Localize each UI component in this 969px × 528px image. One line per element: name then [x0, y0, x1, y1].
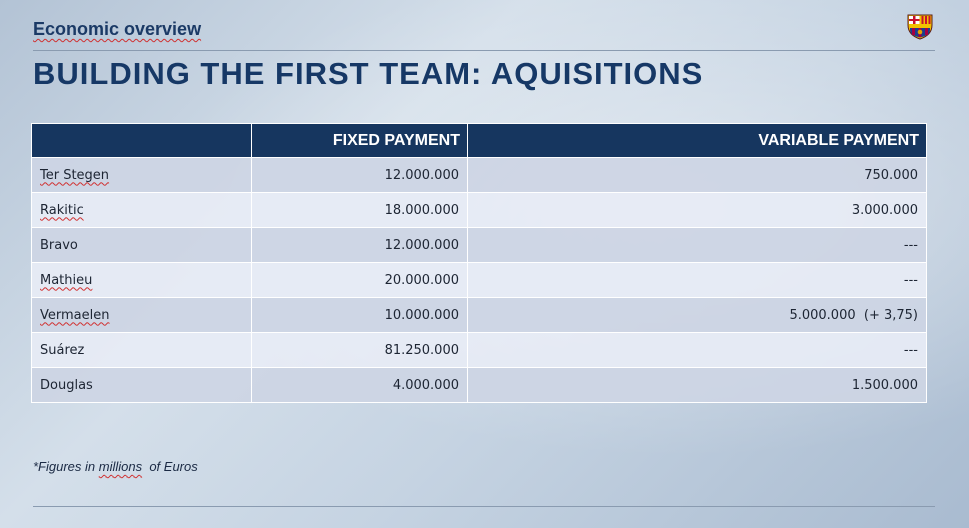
table-row: Rakitic 18.000.000 3.000.000 [31, 192, 927, 228]
table-header-row: FIXED PAYMENT VARIABLE PAYMENT [31, 123, 927, 158]
footer-divider [33, 506, 935, 507]
fixed-payment-cell: 81.250.000 [251, 332, 468, 368]
table-row: Mathieu 20.000.000 --- [31, 262, 927, 298]
variable-payment-cell: --- [467, 262, 927, 298]
fixed-payment-cell: 12.000.000 [251, 157, 468, 193]
table-row: Bravo 12.000.000 --- [31, 227, 927, 263]
fixed-payment-cell: 18.000.000 [251, 192, 468, 228]
variable-payment-cell: --- [467, 332, 927, 368]
fixed-payment-cell: 10.000.000 [251, 297, 468, 333]
variable-payment-cell: 1.500.000 [467, 367, 927, 403]
table-row: Suárez 81.250.000 --- [31, 332, 927, 368]
table-row: Vermaelen 10.000.000 5.000.000 (+ 3,75) [31, 297, 927, 333]
footnote: *Figures in millions of Euros [33, 459, 198, 474]
fixed-payment-cell: 12.000.000 [251, 227, 468, 263]
section-label: Economic overview [33, 19, 202, 39]
acquisitions-table: FIXED PAYMENT VARIABLE PAYMENT Ter Stege… [31, 123, 927, 403]
variable-payment-cell: 5.000.000 (+ 3,75) [467, 297, 927, 333]
variable-payment-cell: 750.000 [467, 157, 927, 193]
column-header-fixed-payment: FIXED PAYMENT [251, 123, 468, 158]
footnote-prefix: *Figures in [33, 459, 99, 474]
column-header-variable-payment: VARIABLE PAYMENT [467, 123, 927, 158]
player-name: Ter Stegen [40, 167, 110, 183]
table-row: Douglas 4.000.000 1.500.000 [31, 367, 927, 403]
footnote-suffix: of Euros [142, 459, 198, 474]
header-divider [33, 50, 935, 51]
table-row: Ter Stegen 12.000.000 750.000 [31, 157, 927, 193]
player-name: Bravo [40, 237, 78, 253]
player-name: Mathieu [40, 272, 93, 288]
column-header-player [31, 123, 252, 158]
fixed-payment-cell: 20.000.000 [251, 262, 468, 298]
player-name: Douglas [40, 377, 93, 393]
player-name: Rakitic [40, 202, 84, 218]
page-title: BUILDING THE FIRST TEAM: AQUISITIONS [33, 56, 704, 91]
player-name: Suárez [40, 342, 85, 358]
footnote-word: millions [98, 459, 143, 474]
fixed-payment-cell: 4.000.000 [251, 367, 468, 403]
variable-payment-cell: 3.000.000 [467, 192, 927, 228]
player-name: Vermaelen [40, 307, 110, 323]
fc-barcelona-crest-icon [907, 14, 933, 40]
variable-payment-cell: --- [467, 227, 927, 263]
